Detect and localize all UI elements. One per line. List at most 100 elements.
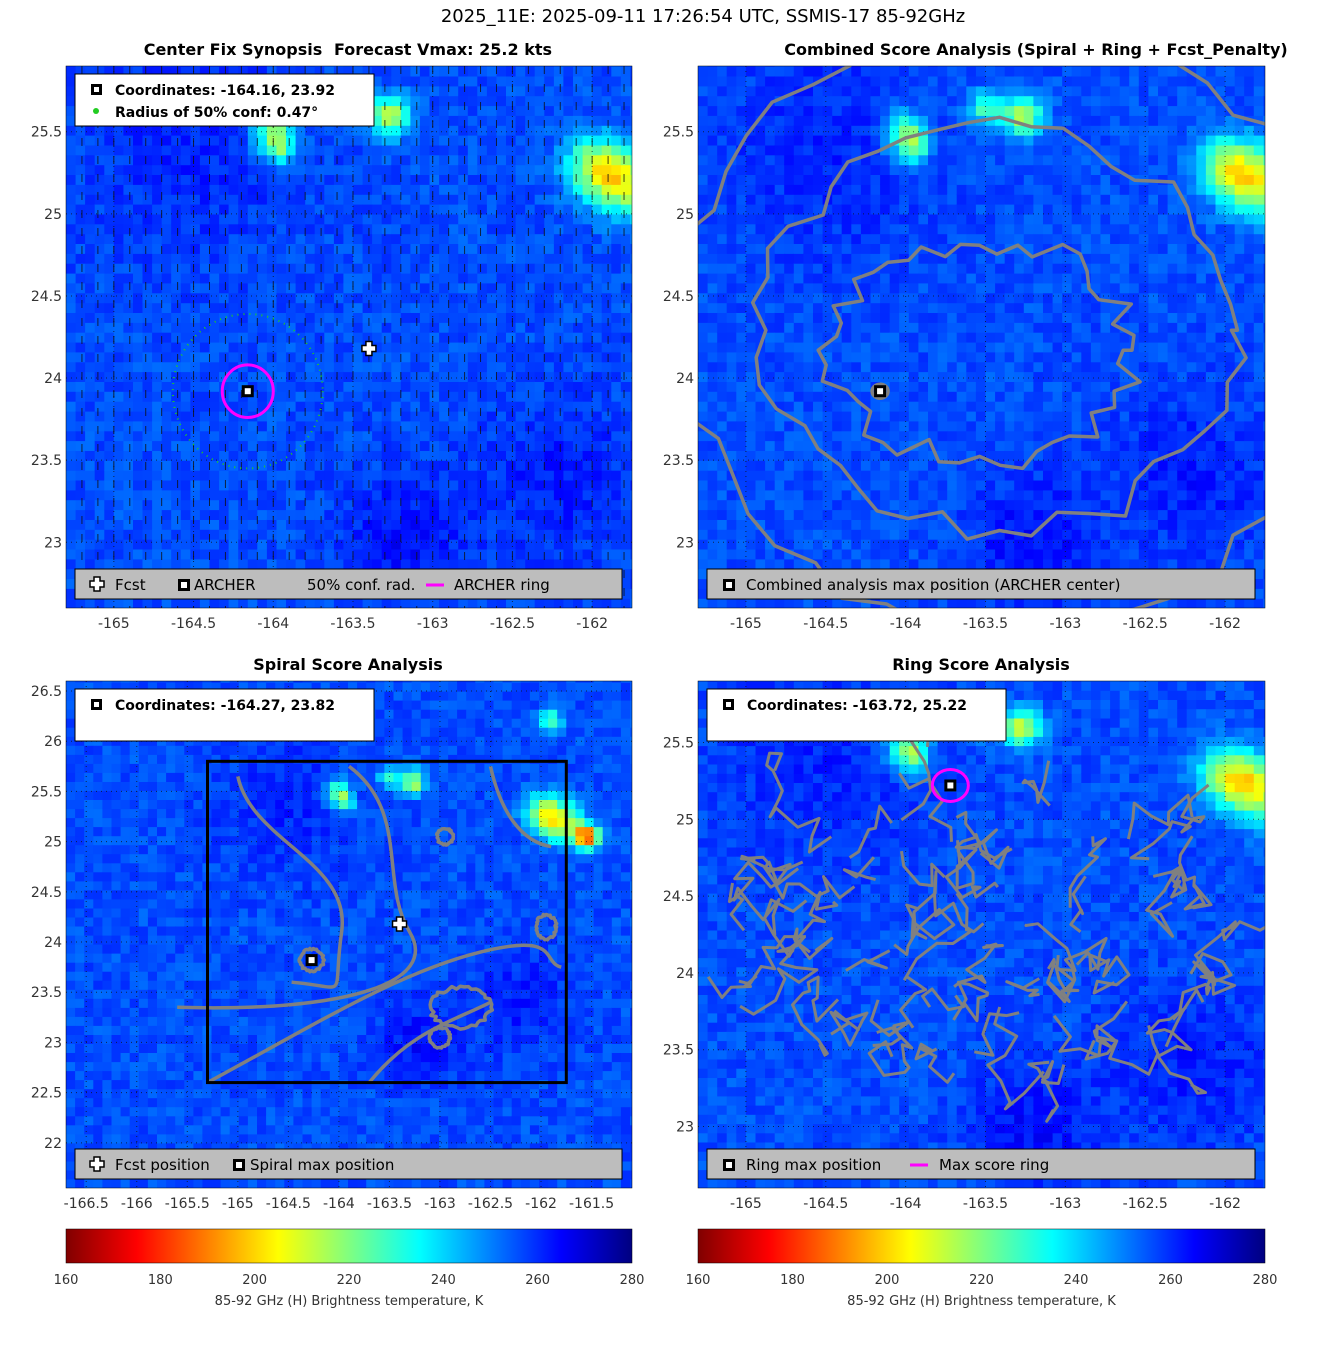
heatmap-cell bbox=[736, 135, 747, 146]
heatmap-cell bbox=[85, 292, 96, 304]
heatmap-cell bbox=[372, 66, 383, 77]
heatmap-cell bbox=[630, 164, 632, 175]
heatmap-cell bbox=[381, 420, 392, 432]
heatmap-cell bbox=[142, 213, 153, 225]
heatmap-cell bbox=[573, 440, 584, 451]
heatmap-cell bbox=[822, 332, 833, 343]
heatmap-cell bbox=[544, 213, 555, 225]
heatmap-cell bbox=[947, 539, 958, 550]
heatmap-cell bbox=[889, 125, 900, 136]
heatmap-cell bbox=[419, 66, 431, 77]
heatmap-cell bbox=[822, 470, 833, 481]
heatmap-cell bbox=[726, 243, 737, 254]
heatmap-cell bbox=[573, 184, 584, 195]
heatmap-cell bbox=[765, 420, 776, 432]
heatmap-cell bbox=[553, 164, 565, 175]
heatmap-cell bbox=[228, 509, 239, 520]
heatmap-cell bbox=[506, 322, 517, 333]
heatmap-cell bbox=[429, 154, 440, 166]
heatmap-cell bbox=[832, 489, 843, 501]
heatmap-cell bbox=[314, 174, 325, 185]
heatmap-cell bbox=[822, 381, 833, 392]
heatmap-cell bbox=[324, 144, 335, 156]
heatmap-cell bbox=[870, 450, 881, 461]
heatmap-cell bbox=[171, 351, 182, 363]
heatmap-cell bbox=[889, 154, 900, 166]
heatmap-cell bbox=[276, 539, 287, 550]
heatmap-cell bbox=[534, 391, 545, 402]
heatmap-cell bbox=[860, 292, 872, 304]
heatmap-cell bbox=[458, 164, 469, 175]
heatmap-cell bbox=[515, 282, 526, 294]
heatmap-cell bbox=[199, 470, 211, 481]
heatmap-cell bbox=[534, 401, 545, 412]
heatmap-cell bbox=[534, 105, 545, 116]
heatmap-cell bbox=[755, 164, 766, 175]
heatmap-cell bbox=[104, 479, 115, 491]
heatmap-cell bbox=[726, 332, 737, 343]
heatmap-cell bbox=[908, 401, 919, 412]
heatmap-cell bbox=[448, 312, 459, 323]
heatmap-cell bbox=[908, 243, 919, 254]
heatmap-cell bbox=[429, 66, 440, 77]
heatmap-cell bbox=[276, 125, 287, 136]
heatmap-cell bbox=[717, 450, 728, 461]
heatmap-cell bbox=[860, 243, 872, 254]
heatmap-cell bbox=[247, 558, 258, 570]
heatmap-cell bbox=[899, 174, 910, 185]
heatmap-cell bbox=[841, 322, 852, 333]
heatmap-cell bbox=[573, 272, 584, 284]
heatmap-cell bbox=[553, 253, 565, 264]
heatmap-cell bbox=[525, 420, 536, 432]
heatmap-cell bbox=[544, 253, 555, 264]
heatmap-cell bbox=[324, 154, 335, 166]
heatmap-cell bbox=[611, 253, 622, 264]
heatmap-cell bbox=[832, 529, 843, 540]
heatmap-cell bbox=[851, 401, 862, 412]
heatmap-cell bbox=[880, 85, 891, 97]
heatmap-cell bbox=[75, 154, 86, 166]
heatmap-cell bbox=[171, 529, 182, 540]
heatmap-cell bbox=[391, 312, 402, 323]
heatmap-cell bbox=[822, 529, 833, 540]
heatmap-cell bbox=[247, 243, 258, 254]
heatmap-cell bbox=[477, 479, 488, 491]
heatmap-cell bbox=[477, 489, 488, 501]
heatmap-cell bbox=[419, 489, 431, 501]
heatmap-cell bbox=[113, 351, 124, 363]
heatmap-cell bbox=[362, 558, 373, 570]
heatmap-cell bbox=[582, 450, 593, 461]
heatmap-cell bbox=[899, 479, 910, 491]
heatmap-cell bbox=[391, 391, 402, 402]
heatmap-cell bbox=[123, 519, 134, 530]
heatmap-cell bbox=[870, 105, 881, 116]
heatmap-cell bbox=[956, 479, 967, 491]
heatmap-cell bbox=[257, 302, 268, 313]
heatmap-cell bbox=[209, 213, 220, 225]
heatmap-cell bbox=[745, 204, 757, 215]
heatmap-cell bbox=[937, 430, 948, 442]
heatmap-cell bbox=[937, 154, 948, 166]
heatmap-cell bbox=[381, 233, 392, 244]
heatmap-cell bbox=[908, 154, 919, 166]
heatmap-cell bbox=[381, 509, 392, 520]
heatmap-cell bbox=[219, 263, 230, 274]
heatmap-cell bbox=[295, 243, 306, 254]
heatmap-cell bbox=[803, 125, 814, 136]
heatmap-cell bbox=[467, 450, 478, 461]
heatmap-cell bbox=[582, 470, 593, 481]
heatmap-cell bbox=[439, 519, 450, 530]
heatmap-cell bbox=[784, 539, 795, 550]
heatmap-cell bbox=[918, 401, 929, 412]
heatmap-cell bbox=[429, 272, 440, 284]
heatmap-cell bbox=[611, 194, 622, 205]
heatmap-cell bbox=[736, 233, 747, 244]
heatmap-cell bbox=[534, 489, 545, 501]
heatmap-cell bbox=[199, 125, 211, 136]
heatmap-cell bbox=[429, 223, 440, 235]
heatmap-cell bbox=[525, 85, 536, 97]
heatmap-cell bbox=[841, 194, 852, 205]
heatmap-cell bbox=[333, 381, 345, 392]
heatmap-cell bbox=[448, 401, 459, 412]
heatmap-cell bbox=[123, 174, 134, 185]
